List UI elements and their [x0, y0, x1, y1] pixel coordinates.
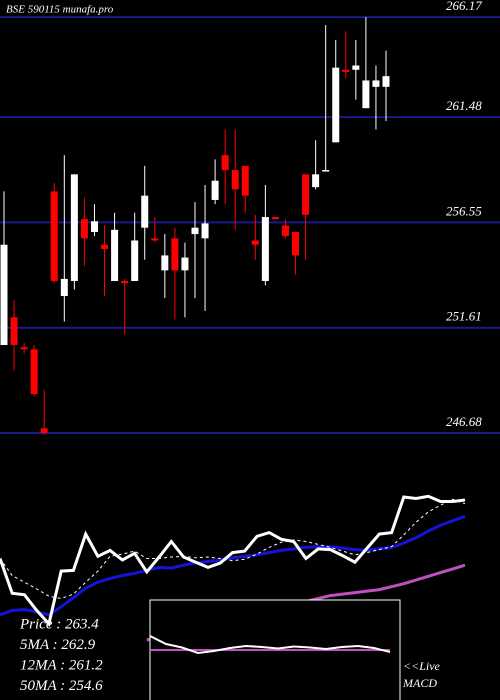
- candle-body: [10, 317, 18, 346]
- chart-title: BSE 590115 munafa.pro: [6, 4, 114, 16]
- legend-entry: 12MA : 261.2: [20, 657, 103, 673]
- candle-body: [141, 195, 149, 228]
- candle-body: [70, 174, 78, 282]
- candle-body: [221, 155, 229, 171]
- candle-body: [251, 240, 259, 245]
- candle-body: [80, 219, 88, 239]
- candle-body: [90, 221, 98, 232]
- y-tick-label: 261.48: [446, 98, 482, 113]
- macd-line: [149, 635, 391, 655]
- macd-label: <<Live: [403, 659, 441, 673]
- ma-line: [0, 494, 466, 628]
- candle-body: [382, 76, 390, 87]
- candle-body: [40, 428, 48, 433]
- candle-body: [211, 180, 219, 200]
- candle-body: [0, 244, 8, 346]
- candle-body: [171, 238, 179, 271]
- candle-body: [161, 255, 169, 271]
- legend-entry: Price : 263.4: [19, 616, 99, 632]
- candle-body: [20, 347, 28, 350]
- candle-body: [241, 165, 249, 196]
- candle-body: [302, 174, 310, 215]
- y-tick-label: 266.17: [446, 0, 482, 13]
- candle-body: [332, 67, 340, 143]
- candle-body: [342, 69, 350, 72]
- ma-line: [0, 498, 466, 600]
- candle-body: [231, 170, 239, 190]
- candle-body: [121, 281, 129, 284]
- candle-body: [271, 217, 279, 220]
- candle-body: [201, 223, 209, 239]
- candle-body: [322, 170, 330, 172]
- candle-body: [191, 227, 199, 235]
- legend-entry: 50MA : 254.6: [20, 678, 103, 694]
- candle-body: [111, 229, 119, 282]
- candle-body: [30, 349, 38, 395]
- candle-body: [261, 217, 269, 282]
- y-tick-label: 256.55: [446, 203, 482, 218]
- candle-body: [181, 257, 189, 271]
- candle-body: [312, 174, 320, 188]
- candle-body: [362, 80, 370, 109]
- candle-body: [60, 278, 68, 296]
- macd-label: MACD: [402, 676, 437, 690]
- legend-entry: 5MA : 262.9: [20, 637, 96, 653]
- candle-body: [292, 231, 300, 256]
- candle-body: [372, 80, 380, 87]
- candle-body: [50, 191, 58, 282]
- candle-body: [101, 244, 109, 250]
- candle-body: [281, 225, 289, 237]
- candle-body: [151, 238, 159, 241]
- y-tick-label: 251.61: [446, 309, 482, 324]
- candle-body: [131, 240, 139, 282]
- candle-body: [352, 65, 360, 70]
- y-tick-label: 246.68: [446, 414, 482, 429]
